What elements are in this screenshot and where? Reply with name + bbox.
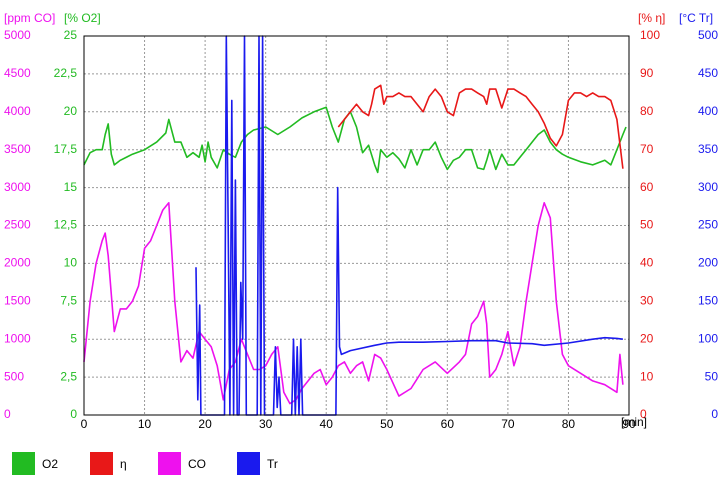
- x-tick-label: 30: [259, 417, 273, 431]
- o2-tick-label: 2,5: [60, 369, 77, 383]
- tr-tick-label: 350: [698, 142, 718, 156]
- o2-axis-header: [% O2]: [64, 11, 101, 25]
- o2-tick-label: 17,5: [54, 142, 78, 156]
- o2-tick-label: 22,5: [54, 66, 78, 80]
- tick-labels: 0500100015002000250030003500400045005000…: [4, 28, 718, 431]
- x-tick-label: 10: [138, 417, 152, 431]
- co-tick-label: 3500: [4, 142, 31, 156]
- x-tick-label: 80: [562, 417, 576, 431]
- co-tick-label: 2000: [4, 256, 31, 270]
- legend-label: CO: [188, 457, 206, 471]
- eta-tick-label: 10: [640, 369, 654, 383]
- legend-swatch: [12, 452, 35, 475]
- eta-tick-label: 20: [640, 331, 654, 345]
- legend-swatch: [158, 452, 181, 475]
- grid: [84, 36, 629, 415]
- tr-tick-label: 0: [711, 407, 718, 421]
- tr-tick-label: 50: [705, 369, 719, 383]
- x-axis-unit: [min]: [621, 415, 647, 429]
- legend-label: η: [120, 457, 127, 471]
- o2-tick-label: 20: [64, 104, 78, 118]
- o2-tick-label: 15: [64, 180, 78, 194]
- tr-tick-label: 200: [698, 256, 718, 270]
- legend-swatch: [237, 452, 260, 475]
- eta-tick-label: 50: [640, 218, 654, 232]
- eta-tick-label: 100: [640, 28, 660, 42]
- o2-tick-label: 10: [64, 256, 78, 270]
- tr-tick-label: 450: [698, 66, 718, 80]
- o2-tick-label: 12,5: [54, 218, 78, 232]
- eta-tick-label: 0: [640, 407, 647, 421]
- tr-tick-label: 250: [698, 218, 718, 232]
- eta-tick-label: 30: [640, 293, 654, 307]
- eta-axis-header: [% η]: [638, 11, 665, 25]
- tr-tick-label: 300: [698, 180, 718, 194]
- o2-tick-label: 7,5: [60, 293, 77, 307]
- x-tick-label: 0: [81, 417, 88, 431]
- x-tick-label: 70: [501, 417, 515, 431]
- co-tick-label: 1000: [4, 331, 31, 345]
- co-tick-label: 2500: [4, 218, 31, 232]
- x-tick-label: 90: [622, 417, 636, 431]
- co-tick-label: 0: [4, 407, 11, 421]
- tr-axis-header: [°C Tr]: [679, 11, 713, 25]
- x-tick-label: 60: [441, 417, 455, 431]
- series-line-eta: [337, 84, 624, 169]
- co-tick-label: 500: [4, 369, 24, 383]
- eta-tick-label: 80: [640, 104, 654, 118]
- legend-swatch: [90, 452, 113, 475]
- legend: O2 η CO Tr: [12, 452, 278, 475]
- x-tick-label: 40: [320, 417, 334, 431]
- eta-tick-label: 70: [640, 142, 654, 156]
- co-tick-label: 4500: [4, 66, 31, 80]
- tr-tick-label: 500: [698, 28, 718, 42]
- o2-tick-label: 0: [70, 407, 77, 421]
- x-tick-label: 20: [198, 417, 212, 431]
- x-tick-label: 50: [380, 417, 394, 431]
- series-line-co: [83, 202, 624, 405]
- eta-tick-label: 60: [640, 180, 654, 194]
- tr-tick-label: 150: [698, 293, 718, 307]
- o2-tick-label: 25: [64, 28, 78, 42]
- tr-tick-label: 400: [698, 104, 718, 118]
- co-tick-label: 4000: [4, 104, 31, 118]
- eta-tick-label: 40: [640, 256, 654, 270]
- legend-label: O2: [42, 457, 58, 471]
- series-line-o2: [83, 106, 627, 174]
- co-tick-label: 5000: [4, 28, 31, 42]
- plot-frame: [83, 35, 630, 416]
- co-axis-header: [ppm CO]: [4, 11, 55, 25]
- co-tick-label: 3000: [4, 180, 31, 194]
- eta-tick-label: 90: [640, 66, 654, 80]
- legend-label: Tr: [267, 457, 278, 471]
- o2-tick-label: 5: [70, 331, 77, 345]
- tr-tick-label: 100: [698, 331, 718, 345]
- co-tick-label: 1500: [4, 293, 31, 307]
